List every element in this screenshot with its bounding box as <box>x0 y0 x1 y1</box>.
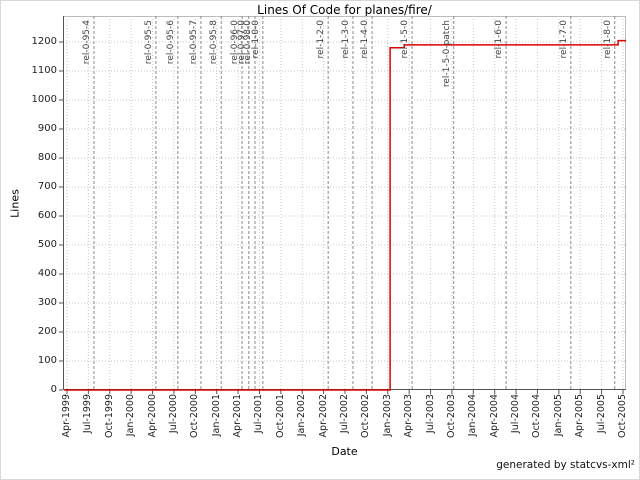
x-tick-label: Jul-2003 <box>424 394 436 434</box>
x-axis-title: Date <box>331 445 358 458</box>
release-marker-label: rel-0-95-6 <box>165 20 176 65</box>
x-tick-label: Apr-2004 <box>488 394 500 438</box>
x-tick-label: Jan-2002 <box>296 394 308 437</box>
release-marker-label: rel-1-4-0 <box>360 20 371 59</box>
release-marker-label: rel-1-8-0 <box>602 20 613 59</box>
x-tick-label: Apr-2002 <box>317 394 329 438</box>
y-tick-label: 1200 <box>31 36 57 47</box>
x-tick-label: Jul-2002 <box>339 394 350 434</box>
y-tick-label: 1100 <box>31 65 57 76</box>
release-marker-label: rel-1-3-0 <box>340 20 351 59</box>
x-tick-label: Oct-1999 <box>103 394 115 439</box>
y-tick-label: 500 <box>37 239 57 250</box>
release-marker-label: rel-0-95-4 <box>81 20 92 65</box>
x-tick-label: Apr-1999 <box>61 394 72 438</box>
y-tick-label: 100 <box>37 355 57 366</box>
x-tick-label: Jan-2001 <box>210 394 222 437</box>
x-tick-label: Oct-2004 <box>531 394 543 439</box>
x-tick-label: Jul-2005 <box>595 394 607 434</box>
x-tick-label: Apr-2005 <box>574 394 586 438</box>
release-marker-label: rel-0-95-7 <box>188 20 199 65</box>
x-tick-label: Apr-2001 <box>232 394 244 438</box>
x-tick-label: Oct-2005 <box>617 394 628 439</box>
release-marker-label: rel-1-7-0 <box>558 20 569 59</box>
y-tick-label: 600 <box>37 210 57 221</box>
y-tick-label: 400 <box>37 268 57 279</box>
y-tick-label: 0 <box>50 384 57 395</box>
y-tick-label: 1000 <box>31 94 57 105</box>
y-tick-label: 700 <box>37 181 57 192</box>
x-tick-label: Oct-2001 <box>274 394 286 439</box>
x-tick-label: Jan-2000 <box>125 394 137 437</box>
x-tick-label: Jan-2004 <box>467 394 479 437</box>
x-tick-label: Jul-1999 <box>82 394 94 434</box>
release-marker-label: rel-1-5-0 <box>400 20 411 59</box>
release-marker-label: rel-0-95-8 <box>209 20 220 65</box>
y-tick-label: 800 <box>37 152 57 163</box>
x-tick-label: Apr-2000 <box>146 394 158 438</box>
y-tick-label: 300 <box>37 297 57 308</box>
x-tick-label: Oct-2002 <box>360 394 372 439</box>
generator-credit: generated by statcvs-xml² <box>496 459 635 471</box>
x-tick-label: Jan-2003 <box>381 394 393 437</box>
y-tick-label: 900 <box>37 123 57 134</box>
release-marker-label: rel-1-6-0 <box>494 20 505 59</box>
chart-title: Lines Of Code for planes/fire/ <box>257 3 432 17</box>
release-marker-label: rel-1-5-0-patch <box>441 20 452 88</box>
x-tick-label: Jul-2000 <box>167 394 179 434</box>
x-tick-label: Apr-2003 <box>403 394 415 438</box>
release-marker-label: rel-1-0-0 <box>250 20 261 59</box>
y-axis-title: Lines <box>8 189 22 218</box>
x-tick-label: Oct-2000 <box>189 394 201 439</box>
release-marker-label: rel-1-2-0 <box>316 20 327 59</box>
x-tick-label: Jan-2005 <box>552 394 564 437</box>
y-tick-label: 200 <box>37 326 57 337</box>
x-tick-label: Jul-2004 <box>510 394 522 434</box>
x-tick-label: Jul-2001 <box>253 394 265 434</box>
x-tick-label: Oct-2003 <box>445 394 457 439</box>
release-marker-label: rel-0-95-5 <box>143 20 154 65</box>
plot-area <box>59 16 626 394</box>
